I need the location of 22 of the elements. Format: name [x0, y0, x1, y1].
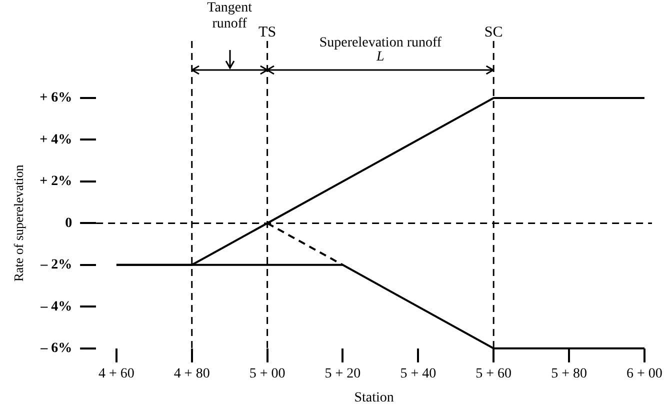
x-axis-title: Station: [354, 390, 394, 406]
x-tick-label: 5 + 00: [249, 366, 286, 382]
y-tick-label: + 4%: [40, 132, 72, 148]
x-tick-label: 4 + 80: [174, 366, 210, 382]
x-tick-label: 5 + 40: [400, 366, 436, 382]
x-tick-label: 6 + 00: [626, 366, 662, 382]
x-tick-label: 4 + 60: [98, 366, 134, 382]
y-tick-label: + 6%: [40, 90, 72, 106]
y-tick-label: – 6%: [40, 341, 72, 356]
text: Tangent runoff: [207, 0, 252, 32]
y-tick-label: 0: [65, 216, 72, 231]
y-tick-label: + 2%: [40, 174, 72, 190]
ref-line-label: SC: [484, 24, 503, 40]
x-tick-label: 5 + 20: [324, 366, 361, 382]
y-tick-label: – 2%: [40, 258, 72, 273]
text: L: [376, 50, 385, 65]
y-tick-label: – 4%: [40, 299, 72, 314]
x-tick-label: 5 + 60: [476, 366, 512, 382]
ref-line-label: TS: [258, 24, 276, 40]
text: Superelevation runoff: [319, 36, 442, 51]
y-axis-title: Rate of superelevation: [11, 164, 26, 282]
x-tick-label: 5 + 80: [551, 366, 587, 382]
